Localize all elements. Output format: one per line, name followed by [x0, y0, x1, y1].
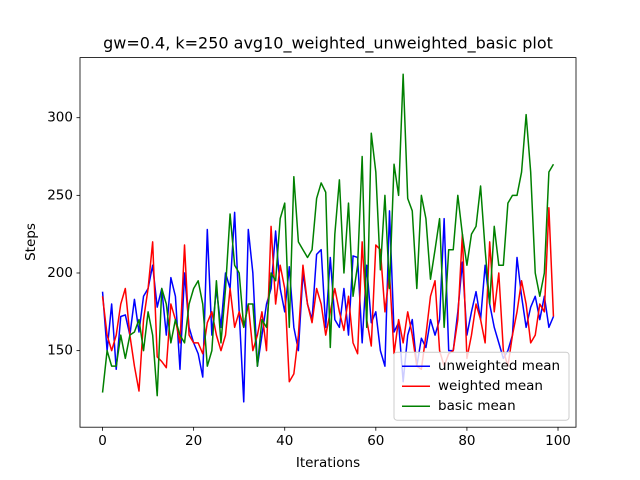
y-axis-label: Steps	[23, 223, 39, 261]
x-tick-label: 80	[458, 433, 475, 449]
y-tick-label: 300	[47, 110, 73, 126]
legend-label: unweighted mean	[438, 358, 560, 374]
x-tick-label: 20	[185, 433, 202, 449]
x-tick-label: 100	[545, 433, 571, 449]
plot-frame	[79, 57, 577, 428]
y-tick-label: 150	[47, 343, 73, 359]
x-axis-label: Iterations	[296, 455, 360, 471]
legend-box	[393, 351, 570, 421]
y-tick-label: 200	[47, 265, 73, 281]
x-tick-label: 0	[98, 433, 107, 449]
y-tick-label: 250	[47, 187, 73, 203]
chart-title: gw=0.4, k=250 avg10_weighted_unweighted_…	[103, 34, 553, 54]
legend-label: basic mean	[438, 398, 516, 414]
series-line	[101, 73, 555, 397]
series-line	[101, 207, 555, 392]
legend-label: weighted mean	[438, 378, 543, 394]
x-tick-label: 60	[367, 433, 384, 449]
x-tick-label: 40	[276, 433, 293, 449]
